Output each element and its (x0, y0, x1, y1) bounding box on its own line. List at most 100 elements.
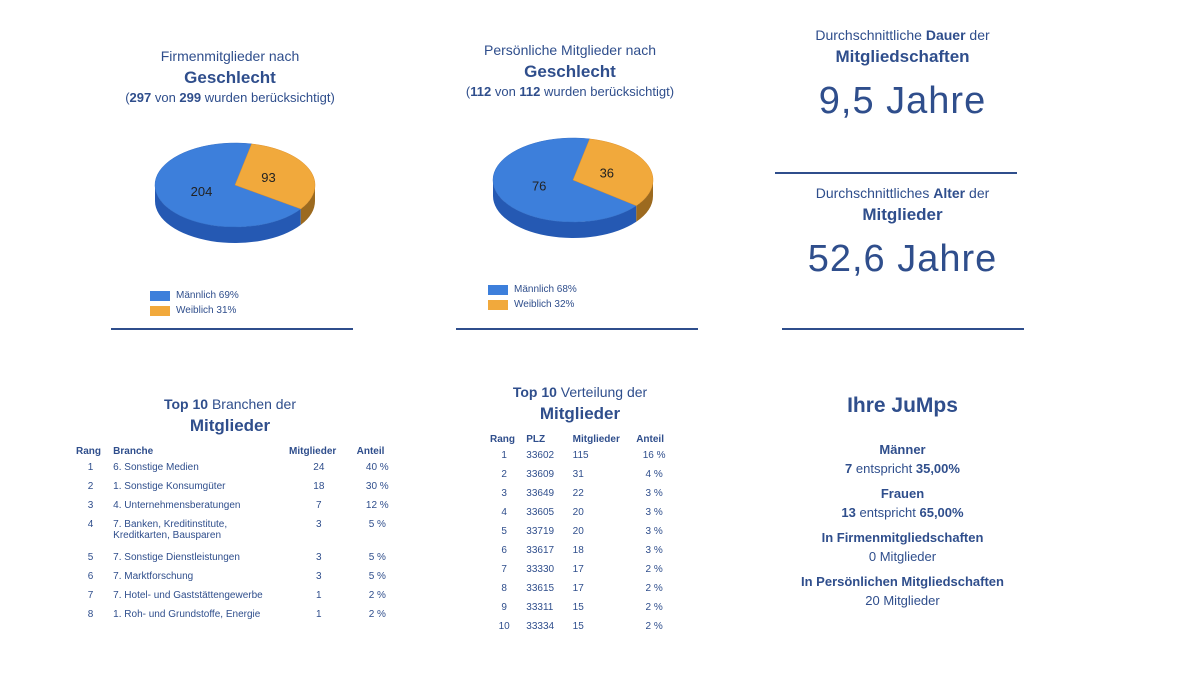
share-cell: 5 % (368, 571, 386, 582)
rank-cell: 5 (87, 552, 94, 563)
age-title-bold: Mitglieder (862, 205, 943, 224)
branches-title: Top 10 Branchen der (163, 396, 297, 412)
members-cell: 18 (313, 481, 325, 492)
pie-label-male: 76 (532, 179, 546, 194)
separator (111, 328, 353, 330)
pie-side-female (300, 185, 315, 225)
members-cell: 7 (316, 500, 322, 511)
members-cell: 24 (313, 462, 325, 473)
col-share: Anteil (636, 433, 664, 445)
separator (775, 172, 1017, 174)
share-cell: 2 % (368, 609, 386, 620)
pie-side-male (493, 180, 637, 238)
firm-legend-female: Weiblich 31% (150, 305, 236, 316)
share-cell: 2 % (645, 621, 663, 632)
plz-cell: 33617 (526, 545, 555, 556)
members-cell: 1 (316, 609, 322, 620)
share-cell: 16 % (642, 450, 666, 461)
branches-table: Rang Branche Mitglieder Anteil 1 6. Sonst… (72, 440, 402, 628)
legend-label: Weiblich 32% (514, 299, 575, 310)
pie-side-female (636, 180, 653, 222)
share-cell: 2 % (368, 590, 386, 601)
personal-legend-female: Weiblich 32% (488, 299, 574, 310)
rank-cell: 8 (501, 583, 507, 594)
distribution-title-bold: Mitglieder (539, 404, 621, 423)
plz-cell: 33311 (526, 602, 554, 613)
col-plz: PLZ (526, 433, 546, 445)
share-cell: 5 % (368, 552, 386, 563)
table-row: 1 33602 115 16 % (486, 450, 676, 469)
table-row: 1 6. Sonstige Medien 24 40 % (72, 462, 402, 481)
share-cell: 4 % (645, 469, 663, 480)
table-row: 3 33649 22 3 % (486, 488, 676, 507)
plz-cell: 33602 (526, 450, 555, 461)
members-cell: 1 (316, 590, 322, 601)
plz-cell: 33615 (526, 583, 555, 594)
pie-label-male: 204 (191, 184, 213, 199)
personal-gender-title-bold: Geschlecht (524, 62, 616, 81)
plz-cell: 33605 (526, 507, 555, 518)
table-row: 5 7. Sonstige Dienstleistungen 3 5 % (72, 552, 402, 571)
branch-cell: 7. Marktforschung (113, 571, 194, 582)
female-swatch (488, 299, 508, 310)
rank-cell: 4 (501, 507, 507, 518)
rank-cell: 3 (87, 500, 94, 511)
separator (456, 328, 698, 330)
rank-cell: 10 (498, 621, 510, 632)
plz-cell: 33609 (526, 469, 555, 480)
legend-label: Männlich 68% (514, 284, 577, 295)
members-cell: 17 (572, 564, 584, 575)
branch-cell: 7. Banken, Kreditinstitute, Kreditkarten,… (113, 519, 228, 541)
members-cell: 20 (572, 526, 584, 537)
table-header-row: Rang PLZ Mitglieder Anteil (486, 428, 676, 450)
table-row: 2 1. Sonstige Konsumgüter 18 30 % (72, 481, 402, 500)
members-cell: 115 (572, 450, 589, 461)
rank-cell: 2 (501, 469, 507, 480)
pie-side-male (155, 185, 301, 243)
rank-cell: 2 (87, 481, 94, 492)
table-row: 8 1. Roh- und Grundstoffe, Energie 1 2 % (72, 609, 402, 628)
table-row: 7 33330 17 2 % (486, 564, 676, 583)
male-swatch (150, 290, 170, 301)
female-swatch (150, 305, 170, 316)
rank-cell: 6 (87, 571, 94, 582)
rank-cell: 9 (501, 602, 507, 613)
personal-gender-title: Persönliche Mitglieder nach (484, 42, 656, 58)
share-cell: 2 % (645, 564, 663, 575)
share-cell: 3 % (645, 507, 663, 518)
distribution-title: Top 10 Verteilung der (512, 384, 648, 400)
legend-label: Männlich 69% (176, 290, 239, 301)
age-title: Durchschnittliches Alter der (815, 185, 990, 201)
jumps-personal-label: In Persönlichen Mitgliedschaften (801, 574, 1004, 589)
branch-cell: 7. Hotel- und Gaststättengewerbe (113, 590, 263, 601)
share-cell: 12 % (365, 500, 389, 511)
members-cell: 20 (572, 507, 584, 518)
jumps-men-value: 7 entspricht 35,00% (845, 461, 960, 476)
share-cell: 30 % (365, 481, 389, 492)
members-cell: 18 (572, 545, 584, 556)
col-share: Anteil (356, 445, 385, 457)
share-cell: 2 % (645, 602, 663, 613)
personal-legend-male: Männlich 68% (488, 284, 577, 295)
pie-slice-female (234, 143, 316, 210)
firm-gender-subtitle: (297 von 299 wurden berücksichtigt) (125, 90, 335, 105)
rank-cell: 5 (501, 526, 507, 537)
rank-cell: 3 (501, 488, 507, 499)
share-cell: 3 % (645, 488, 663, 499)
share-cell: 2 % (645, 583, 663, 594)
col-members: Mitglieder (572, 433, 620, 445)
branch-cell: 7. Sonstige Dienstleistungen (113, 552, 240, 563)
branch-cell: 4. Unternehmensberatungen (113, 500, 241, 511)
col-branch: Branche (113, 445, 154, 457)
firm-gender-pie-chart: 204 93 (154, 142, 316, 243)
duration-title-bold: Mitgliedschaften (835, 47, 970, 66)
rank-cell: 6 (501, 545, 507, 556)
pie-slice-male (492, 137, 637, 223)
branch-cell: 1. Roh- und Grundstoffe, Energie (113, 609, 261, 620)
members-cell: 17 (572, 583, 584, 594)
rank-cell: 4 (87, 519, 94, 530)
duration-title: Durchschnittliche Dauer der (815, 27, 990, 43)
personal-gender-subtitle: (112 von 112 wurden berücksichtigt) (465, 84, 675, 99)
members-cell: 15 (572, 602, 584, 613)
table-row: 4 7. Banken, Kreditinstitute, Kreditkarten… (72, 519, 402, 552)
